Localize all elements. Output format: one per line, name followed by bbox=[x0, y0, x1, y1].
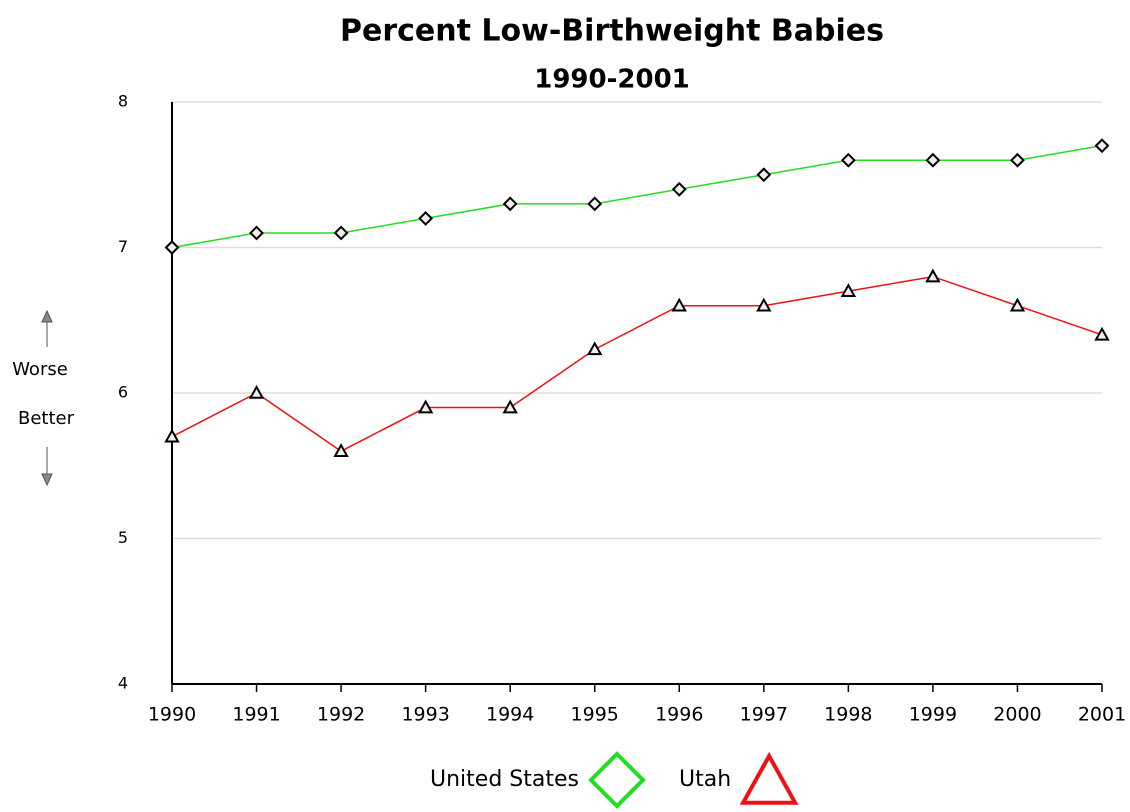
x-tick-label: 1999 bbox=[909, 704, 957, 726]
chart-title: Percent Low-Birthweight Babies bbox=[340, 14, 884, 49]
legend-marker bbox=[739, 751, 799, 805]
y-tick-label: 7 bbox=[118, 237, 128, 256]
point-marker bbox=[1094, 138, 1110, 154]
point-marker bbox=[671, 297, 687, 312]
x-tick-label: 1996 bbox=[655, 704, 703, 726]
x-tick-label: 1994 bbox=[486, 704, 534, 726]
x-tick-label: 1990 bbox=[148, 704, 196, 726]
point-marker bbox=[840, 152, 856, 168]
y-tick-label: 4 bbox=[118, 674, 128, 693]
x-tick-label: 2001 bbox=[1078, 704, 1126, 726]
x-tick-label: 1992 bbox=[317, 704, 365, 726]
point-marker bbox=[756, 297, 772, 312]
point-marker bbox=[1010, 152, 1025, 168]
x-tick-label: 1991 bbox=[232, 704, 280, 726]
y-tick-label: 6 bbox=[118, 383, 128, 402]
series-line bbox=[171, 275, 1103, 453]
arrow-down bbox=[41, 447, 53, 487]
point-marker bbox=[417, 399, 434, 414]
point-marker bbox=[164, 428, 180, 443]
x-tick-label: 1993 bbox=[401, 704, 449, 726]
point-marker bbox=[925, 152, 941, 168]
chart-subtitle: 1990-2001 bbox=[534, 65, 690, 95]
point-marker bbox=[333, 225, 349, 241]
point-marker bbox=[587, 196, 603, 212]
arrow-up bbox=[41, 309, 53, 347]
x-tick-label: 1995 bbox=[571, 704, 619, 726]
point-marker bbox=[418, 210, 434, 226]
point-marker bbox=[1094, 326, 1110, 341]
series-line bbox=[171, 144, 1103, 249]
point-marker bbox=[333, 443, 349, 457]
legend-marker bbox=[588, 751, 646, 809]
annotation: Better bbox=[18, 408, 75, 429]
annotation: Worse bbox=[12, 359, 68, 380]
x-tick-label: 1998 bbox=[824, 704, 872, 726]
point-marker bbox=[840, 283, 857, 297]
point-marker bbox=[671, 181, 687, 197]
y-tick-label: 8 bbox=[118, 92, 128, 111]
point-marker bbox=[502, 196, 518, 212]
point-marker bbox=[249, 225, 264, 241]
point-marker bbox=[248, 384, 265, 399]
y-tick-label: 5 bbox=[118, 528, 128, 547]
legend-label: Utah bbox=[679, 767, 731, 792]
point-marker bbox=[756, 167, 772, 183]
point-marker bbox=[925, 268, 941, 283]
point-marker bbox=[587, 341, 603, 356]
point-marker bbox=[164, 240, 180, 255]
point-marker bbox=[502, 399, 518, 414]
point-marker bbox=[1009, 297, 1026, 312]
legend-label: United States bbox=[430, 767, 579, 792]
x-tick-label: 2000 bbox=[993, 704, 1041, 726]
x-tick-label: 1997 bbox=[740, 704, 788, 726]
